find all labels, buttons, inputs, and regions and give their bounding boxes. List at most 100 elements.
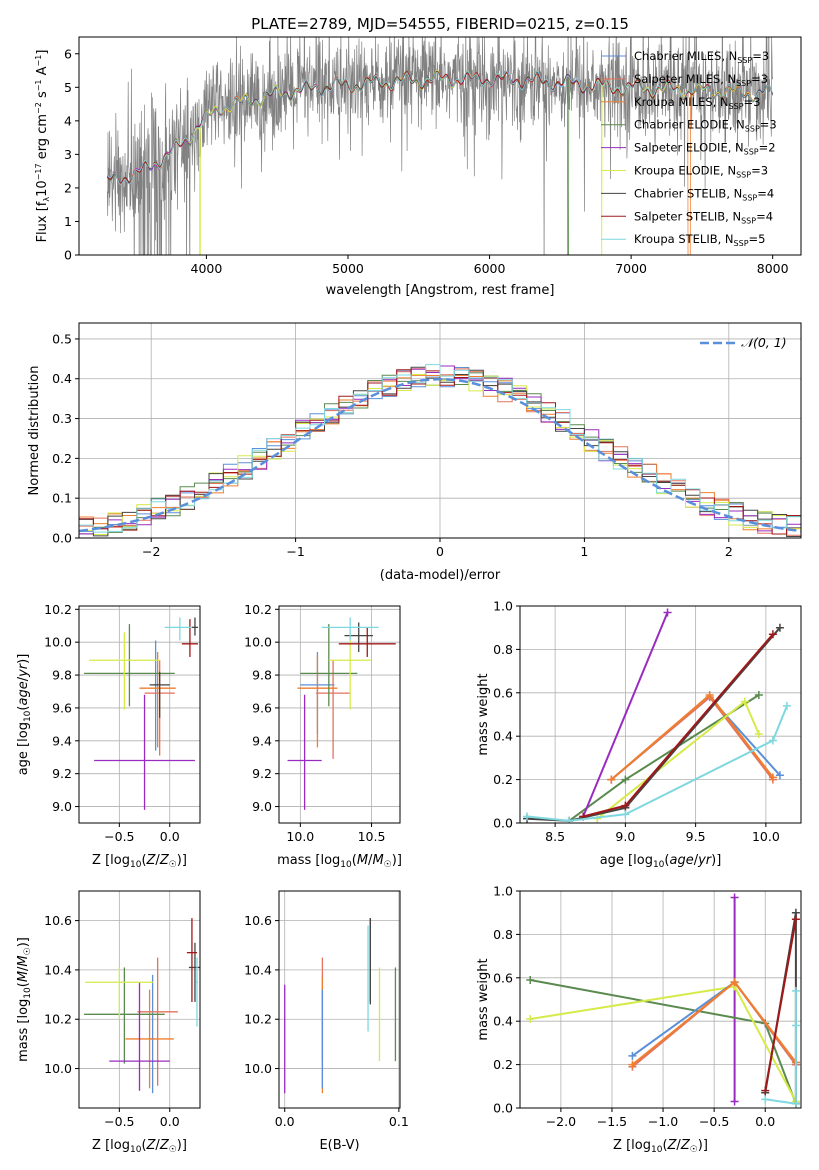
y-tick-label: 0.4: [493, 729, 513, 744]
histogram-step-line: [79, 364, 801, 537]
weight-marker: [621, 810, 630, 819]
y-tick-label: 4: [64, 113, 72, 128]
x-tick-label: −1.5: [597, 1114, 627, 1129]
legend-label: Chabrier MILES, NSSP=3: [634, 49, 769, 65]
weight-marker: [523, 812, 532, 821]
panel-age-vs-Z: −0.5 0.0 9.0 9.2 9.4 9.6 9.8 10.0 10.2 Z [log10(Z…: [16, 602, 201, 870]
y-tick-label: 0.0: [52, 531, 72, 546]
weight-marker: [621, 775, 630, 784]
weight-line: [526, 627, 781, 822]
x-tick-label: 8.5: [545, 829, 565, 844]
plot-area-weight-vs-age: [523, 608, 791, 823]
y-tick-label: 9.8: [252, 668, 272, 683]
weight-marker: [775, 623, 784, 632]
panel-mass-vs-Z: −0.5 0.0 10.0 10.2 10.4 10.6 Z [log10(Z/Z☉)] ma…: [16, 890, 201, 1155]
panel-weight-vs-Z: −2.0 −1.5 −1.0 −0.5 0.0 0.0 0.2 0.4 0.6 0.8 1.0 Z […: [476, 884, 802, 1155]
x-tick-label: 10.5: [358, 829, 386, 844]
plot-area-spectrum: [106, 37, 774, 255]
y-tick-label: 0.6: [493, 685, 513, 700]
plot-area-age-vs-Z: [84, 617, 198, 810]
y-tick-label: 9.4: [252, 733, 272, 748]
weight-marker: [565, 816, 574, 823]
x-axis-label: Z [log10(Z/Z☉)]: [613, 1138, 708, 1155]
y-tick-label: 9.2: [52, 766, 72, 781]
x-tick-label: −0.5: [104, 1114, 134, 1129]
weight-marker: [607, 775, 616, 784]
panel-residuals: −2 −1 0 1 2 0.0 0.1 0.2 0.3 0.4 0.5 𝒩(0, 1) (data-mo…: [27, 322, 802, 583]
y-tick-label: 10.6: [244, 913, 272, 928]
weight-marker: [768, 630, 777, 639]
axes-frame: [278, 890, 401, 1109]
x-tick-label: 10.0: [752, 829, 780, 844]
legend-label: Salpeter MILES, NSSP=3: [634, 72, 768, 88]
y-axis-label: mass weight: [476, 673, 491, 755]
y-tick-label: 10.0: [244, 1061, 272, 1076]
weight-marker: [754, 730, 763, 739]
weight-marker: [754, 690, 763, 699]
y-tick-label: 1.0: [493, 884, 513, 899]
y-tick-label: 0.8: [493, 642, 513, 657]
panel-age-vs-mass: 10.0 10.5 9.0 9.2 9.4 9.6 9.8 10.0 10.2 mass [log…: [244, 602, 402, 870]
plot-area-weight-vs-Z: [526, 893, 800, 1108]
spectrum-data-line: [106, 37, 774, 255]
figure-title: PLATE=2789, MJD=54555, FIBERID=0215, z=0…: [251, 15, 629, 33]
y-tick-label: 10.4: [244, 962, 272, 977]
axes-frame: [519, 890, 802, 1109]
weight-marker: [791, 1099, 800, 1108]
weight-marker: [705, 690, 714, 699]
y-tick-label: 0.0: [493, 1101, 513, 1116]
y-tick-label: 0.2: [493, 772, 513, 787]
weight-marker: [791, 915, 800, 924]
x-tick-label: −0.5: [104, 829, 134, 844]
y-tick-label: 3: [64, 147, 72, 162]
legend-label: Kroupa STELIB, NSSP=5: [634, 232, 765, 248]
spectrum-model-line: [106, 70, 774, 186]
x-tick-label: 10.0: [286, 829, 314, 844]
y-tick-label: 0.2: [493, 1057, 513, 1072]
normal-curve: [79, 377, 801, 533]
x-tick-label: 5000: [332, 261, 364, 276]
weight-line: [764, 919, 797, 1091]
y-tick-label: 6: [64, 46, 72, 61]
y-tick-label: 1: [64, 214, 72, 229]
weight-marker: [761, 1086, 770, 1095]
y-tick-label: 10.2: [244, 602, 272, 617]
y-tick-label: 10.2: [44, 1012, 72, 1027]
legend-label: Salpeter ELODIE, NSSP=2: [634, 141, 776, 157]
x-axis-label: (data-model)/error: [380, 568, 501, 583]
axes-frame: [278, 605, 401, 824]
weight-marker: [740, 697, 749, 706]
weight-marker: [761, 1095, 770, 1104]
x-axis-label: E(B-V): [319, 1138, 359, 1153]
x-tick-label: −0.5: [699, 1114, 729, 1129]
y-tick-label: 1.0: [493, 599, 513, 614]
x-tick-label: 0.0: [755, 1114, 775, 1129]
y-tick-label: 10.2: [244, 1012, 272, 1027]
x-tick-label: 9.5: [686, 829, 706, 844]
weight-marker: [621, 801, 630, 810]
x-tick-label: 4000: [191, 261, 223, 276]
y-axis-label: Flux [fλ10−17 erg cm−2 s−1 A−1]: [34, 50, 51, 243]
x-axis-label: mass [log10(M/M☉)]: [277, 853, 402, 870]
x-tick-label: −2.0: [546, 1114, 576, 1129]
x-tick-label: 9.0: [615, 829, 635, 844]
y-tick-label: 10.0: [44, 1061, 72, 1076]
x-tick-label: 2: [725, 544, 733, 559]
axes-frame: [78, 36, 802, 256]
weight-marker: [628, 1051, 637, 1060]
plot-area-mass-vs-EBV: [284, 918, 397, 1094]
weight-marker: [768, 736, 777, 745]
x-tick-label: −1.0: [648, 1114, 678, 1129]
weight-marker: [791, 986, 800, 995]
x-tick-label: 0.0: [160, 829, 180, 844]
y-tick-label: 0.0: [493, 816, 513, 831]
y-tick-label: 0.6: [493, 970, 513, 985]
axes-frame: [78, 890, 201, 1109]
y-tick-label: 10.4: [44, 962, 72, 977]
weight-marker: [526, 1015, 535, 1024]
x-axis-label: wavelength [Angstrom, rest frame]: [326, 283, 555, 298]
weight-marker: [775, 771, 784, 780]
y-tick-label: 9.2: [252, 766, 272, 781]
y-tick-label: 0.2: [52, 451, 72, 466]
x-tick-label: 1: [580, 544, 588, 559]
